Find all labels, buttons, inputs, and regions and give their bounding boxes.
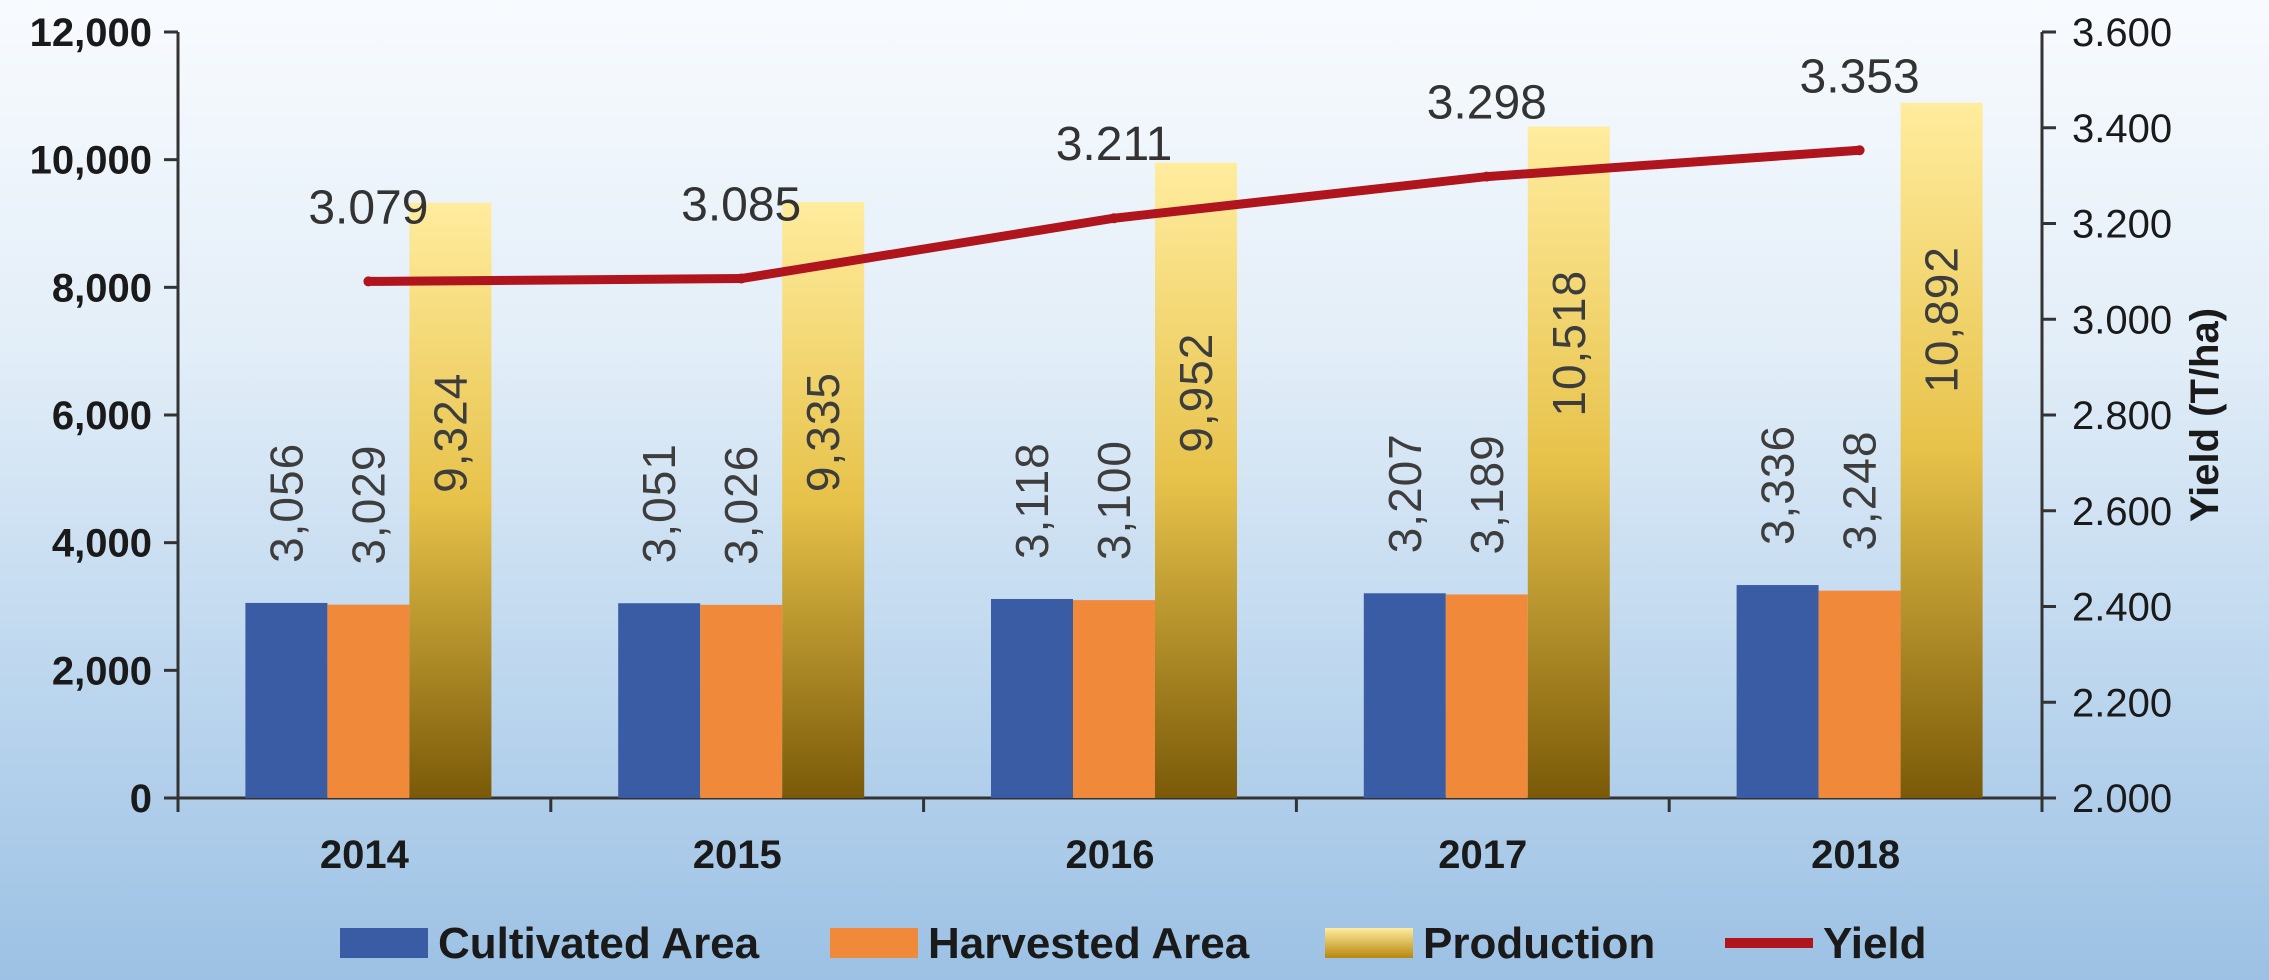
bar-harvested-area <box>1818 590 1901 798</box>
bar-cultivated-area <box>618 603 701 798</box>
y-left-tick-label: 4,000 <box>52 522 152 566</box>
yield-data-label: 3.079 <box>308 181 428 234</box>
bar-data-label: 3,118 <box>1006 442 1058 559</box>
bar-data-label: 10,892 <box>1916 246 1968 393</box>
bar-harvested-area <box>327 604 410 798</box>
yield-data-label: 3.298 <box>1427 77 1547 130</box>
plot-area: 0 2,000 4,000 6,000 8,000 10,000 12,000 2.000 2.… <box>30 11 2227 877</box>
bar-production <box>409 202 492 798</box>
bar-data-label: 9,952 <box>1170 333 1222 453</box>
yield-point <box>1854 145 1865 156</box>
bar-production <box>1527 126 1610 798</box>
x-category-label: 2014 <box>320 833 410 877</box>
bar-data-label: 3,056 <box>260 443 312 563</box>
bar-data-label: 3,336 <box>1752 425 1804 545</box>
legend-swatch-yield <box>1725 938 1813 948</box>
bar-harvested-area <box>1445 594 1528 798</box>
bar-data-label: 10,518 <box>1543 270 1595 417</box>
bar-cultivated-area <box>991 598 1073 798</box>
yield-point <box>736 273 747 284</box>
y-left-tick-label: 8,000 <box>52 266 152 310</box>
bar-production <box>782 202 865 798</box>
y-right-tick-label: 2.400 <box>2072 586 2172 630</box>
bar-data-label: 3,100 <box>1088 440 1140 560</box>
y-right-tick-label: 2.800 <box>2072 394 2172 438</box>
y-right-axis-title: Yield (T/ha) <box>2183 308 2227 522</box>
bar-cultivated-area <box>1736 585 1819 798</box>
legend-swatch-production <box>1325 928 1413 958</box>
x-category-label: 2017 <box>1438 833 1527 877</box>
y-left-tick-label: 6,000 <box>52 394 152 438</box>
yield-data-label: 3.353 <box>1800 50 1920 103</box>
y-right-tick-label: 2.000 <box>2072 777 2172 821</box>
bar-data-label: 3,189 <box>1461 434 1513 554</box>
bar-data-label: 3,207 <box>1379 433 1431 553</box>
legend-label-harvested-area: Harvested Area <box>928 919 1250 968</box>
yield-point <box>1109 213 1119 224</box>
x-category-label: 2015 <box>693 833 782 877</box>
y-right-tick-label: 3.200 <box>2072 203 2172 247</box>
legend-label-cultivated-area: Cultivated Area <box>438 919 760 968</box>
y-right-tick-label: 2.600 <box>2072 490 2172 534</box>
bar-data-label: 3,248 <box>1834 431 1886 551</box>
y-left-tick-label: 12,000 <box>30 11 152 55</box>
yield-point <box>363 276 374 287</box>
legend: Cultivated Area Harvested Area Production Y… <box>340 919 1927 968</box>
y-left-tick-label: 0 <box>130 777 152 821</box>
y-left-tick-label: 10,000 <box>30 139 152 183</box>
bar-cultivated-area <box>245 602 328 798</box>
bar-harvested-area <box>700 604 783 798</box>
bar-cultivated-area <box>1363 593 1446 798</box>
bar-data-label: 3,051 <box>633 443 685 563</box>
y-left-tick-label: 2,000 <box>52 649 152 693</box>
legend-label-yield: Yield <box>1823 919 1927 968</box>
y-right-tick-label: 3.400 <box>2072 107 2172 151</box>
y-right-tick-label: 3.000 <box>2072 298 2172 342</box>
x-category-label: 2016 <box>1066 833 1155 877</box>
bar-production <box>1155 162 1237 799</box>
y-right-tick-label: 3.600 <box>2072 11 2172 55</box>
yield-data-label: 3.085 <box>681 179 801 232</box>
bar-harvested-area <box>1073 600 1155 798</box>
legend-swatch-cultivated-area <box>340 928 428 958</box>
bar-data-label: 3,029 <box>342 445 394 565</box>
x-category-label: 2018 <box>1811 833 1900 877</box>
yield-point <box>1481 171 1492 182</box>
bar-data-label: 3,026 <box>715 445 767 565</box>
yield-data-label: 3.211 <box>1056 118 1173 171</box>
bar-data-label: 9,335 <box>797 372 849 492</box>
bar-data-label: 9,324 <box>424 373 476 493</box>
bar-production <box>1900 102 1983 798</box>
legend-swatch-harvested-area <box>830 928 918 958</box>
legend-label-production: Production <box>1423 919 1655 968</box>
y-right-tick-label: 2.200 <box>2072 681 2172 725</box>
